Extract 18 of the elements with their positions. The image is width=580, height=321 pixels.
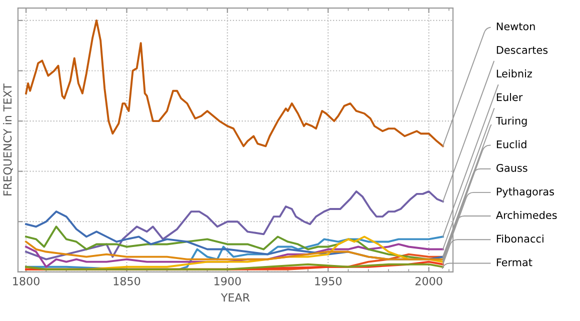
text: Turing [496,116,527,127]
text: Leibniz [496,69,532,78]
text: Gauss [496,164,528,172]
x-tick-label: 1850 [114,276,140,286]
text: Euclid [496,140,526,148]
text: Fibonacci [496,234,544,243]
x-axis-title: YEAR [220,293,250,302]
text: Newton [496,22,535,30]
text: Pythagoras [496,187,554,198]
text: Descartes [496,46,548,54]
y-axis-title: FREQUENCY in TEXT [3,83,13,196]
x-tick-label: 1950 [315,276,342,286]
x-tick-label: 1800 [13,276,40,286]
text: Euler [496,93,523,102]
x-tick-label: 1900 [214,276,241,286]
x-tick-label: 2000 [415,276,442,286]
text: Fermat [496,258,532,266]
text: Archimedes [496,210,557,220]
